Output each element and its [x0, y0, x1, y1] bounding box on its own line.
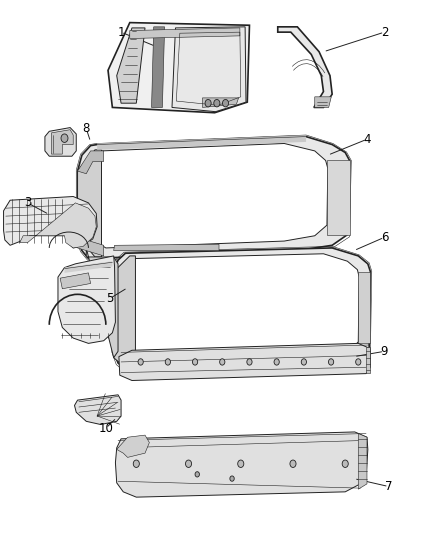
Circle shape [230, 476, 234, 481]
Circle shape [301, 359, 307, 365]
Polygon shape [97, 135, 306, 150]
Circle shape [247, 359, 252, 365]
Circle shape [214, 100, 220, 107]
Polygon shape [121, 254, 359, 363]
Circle shape [356, 359, 361, 365]
Text: 1: 1 [117, 26, 125, 38]
Polygon shape [202, 98, 239, 108]
Polygon shape [152, 27, 165, 108]
Polygon shape [78, 151, 104, 174]
Polygon shape [366, 347, 371, 373]
Polygon shape [78, 237, 104, 256]
Polygon shape [51, 130, 73, 154]
Circle shape [223, 100, 229, 107]
Text: 3: 3 [24, 196, 31, 209]
Circle shape [238, 460, 244, 467]
Polygon shape [114, 244, 219, 251]
Polygon shape [130, 28, 240, 38]
Text: 8: 8 [83, 122, 90, 135]
Polygon shape [114, 256, 135, 372]
Text: 2: 2 [381, 26, 388, 38]
Circle shape [192, 359, 198, 365]
Text: 9: 9 [381, 345, 388, 358]
Circle shape [133, 460, 139, 467]
Polygon shape [278, 27, 332, 108]
Polygon shape [327, 160, 350, 235]
Polygon shape [358, 433, 367, 489]
Circle shape [274, 359, 279, 365]
Text: 4: 4 [363, 133, 371, 146]
Circle shape [290, 460, 296, 467]
Circle shape [185, 460, 191, 467]
Polygon shape [45, 127, 76, 156]
Circle shape [219, 359, 225, 365]
Polygon shape [58, 256, 116, 343]
Polygon shape [117, 28, 145, 103]
Polygon shape [117, 435, 149, 457]
Polygon shape [64, 261, 113, 273]
Polygon shape [60, 273, 91, 289]
Polygon shape [86, 248, 118, 358]
Circle shape [138, 359, 143, 365]
Polygon shape [172, 27, 246, 112]
Circle shape [195, 472, 199, 477]
Circle shape [205, 100, 211, 107]
Polygon shape [91, 143, 328, 248]
Circle shape [165, 359, 170, 365]
Polygon shape [119, 343, 371, 381]
Circle shape [342, 460, 348, 467]
Polygon shape [108, 22, 250, 113]
Text: 6: 6 [381, 231, 388, 244]
Circle shape [61, 134, 68, 142]
Polygon shape [114, 248, 371, 373]
Text: 10: 10 [99, 422, 113, 435]
Polygon shape [4, 197, 97, 248]
Text: 7: 7 [385, 480, 392, 493]
Polygon shape [116, 432, 368, 497]
Polygon shape [315, 97, 331, 108]
Polygon shape [20, 203, 96, 248]
Polygon shape [74, 395, 121, 424]
Polygon shape [78, 150, 102, 257]
Polygon shape [358, 272, 371, 343]
Circle shape [328, 359, 334, 365]
Polygon shape [78, 136, 350, 259]
Text: 5: 5 [106, 292, 114, 305]
